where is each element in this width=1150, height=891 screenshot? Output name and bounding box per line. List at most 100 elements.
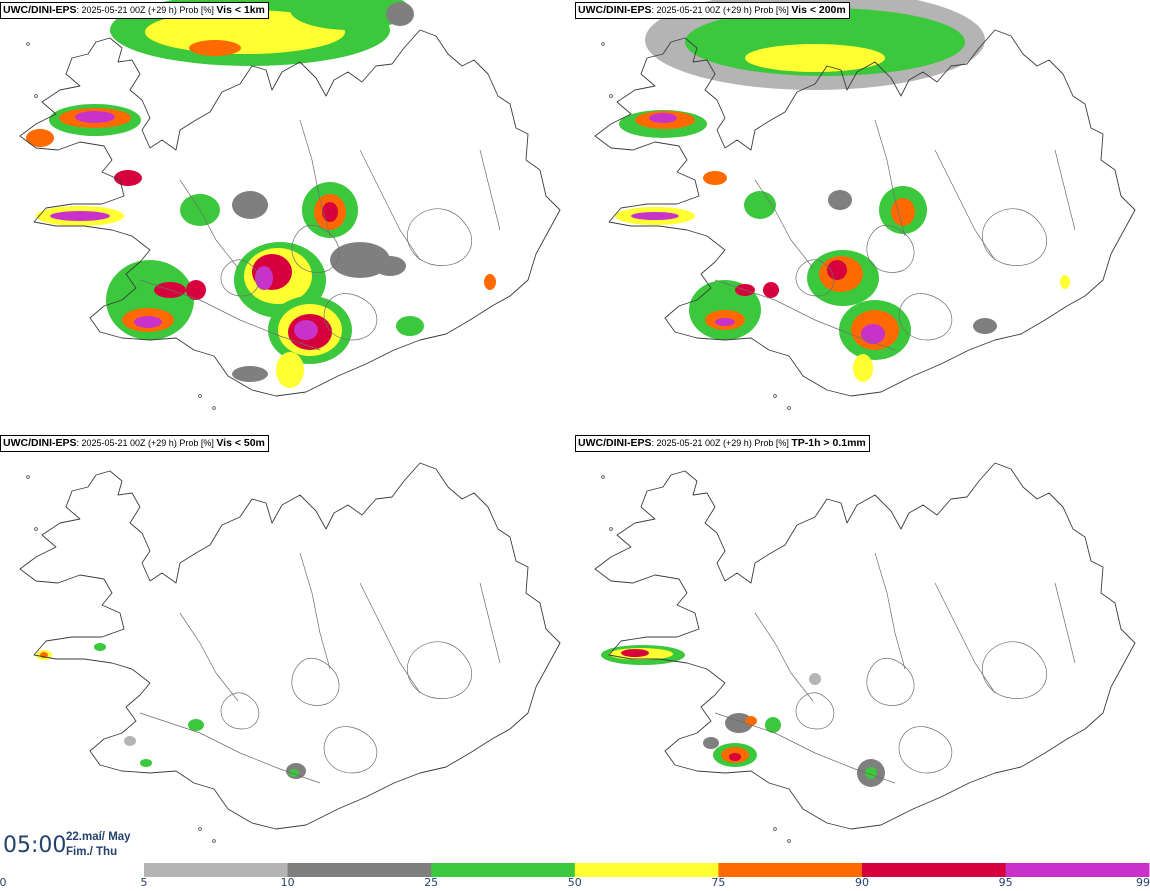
river-glacier-outline xyxy=(179,612,239,702)
title-variable: Vis < 200m xyxy=(791,4,846,16)
river-glacier-outline xyxy=(1054,149,1076,231)
map-vis-200m xyxy=(594,0,1136,410)
river-glacier-outline xyxy=(934,149,996,261)
island xyxy=(34,527,38,531)
legend-bin xyxy=(1005,863,1150,877)
probability-area xyxy=(649,113,677,123)
river-glacier-outline xyxy=(754,612,814,702)
probability-area xyxy=(715,318,735,326)
river-glacier-outline xyxy=(898,726,953,774)
probability-area xyxy=(322,202,338,222)
river-glacier-outline xyxy=(179,179,239,269)
coastline xyxy=(594,462,1136,830)
title-variable: TP-1h > 0.1mm xyxy=(791,437,866,449)
panel-title: UWC/DINI-EPS: 2025-05-21 00Z (+29 h) Pro… xyxy=(0,435,269,452)
river-glacier-outline xyxy=(898,293,953,341)
river-glacier-outline xyxy=(982,641,1048,699)
panel-title: UWC/DINI-EPS: 2025-05-21 00Z (+29 h) Pro… xyxy=(575,435,870,452)
title-meta: : 2025-05-21 00Z (+29 h) Prob [%] xyxy=(76,438,217,448)
island xyxy=(773,827,777,831)
title-source: UWC/DINI-EPS xyxy=(3,437,77,449)
island xyxy=(198,827,202,831)
island xyxy=(198,394,202,398)
river-glacier-outline xyxy=(323,293,378,341)
river-glacier-outline xyxy=(874,119,906,237)
title-variable: Vis < 50m xyxy=(216,437,265,449)
legend-tick-label: 0 xyxy=(0,876,7,889)
legend-colorbar: 0 5 10 25 50 75 90 95 99 xyxy=(0,863,1150,889)
legend-tick-label: 10 xyxy=(281,876,295,889)
probability-area xyxy=(703,171,727,185)
title-variable: Vis < 1km xyxy=(216,4,265,16)
probability-area xyxy=(745,716,757,726)
legend-tick-label: 50 xyxy=(568,876,582,889)
valid-date: 22.maí/ May xyxy=(66,831,131,843)
title-source: UWC/DINI-EPS xyxy=(3,4,77,16)
legend-bin xyxy=(144,863,289,877)
title-source: UWC/DINI-EPS xyxy=(578,4,652,16)
island xyxy=(34,94,38,98)
probability-area xyxy=(290,0,410,30)
legend-bin xyxy=(287,863,432,877)
valid-weekday: Fim./ Thu xyxy=(66,846,118,858)
river-glacier-outline xyxy=(714,712,776,734)
river-glacier-outline xyxy=(774,299,896,351)
river-glacier-outline xyxy=(795,259,835,297)
probability-area xyxy=(232,191,268,219)
coastline xyxy=(19,462,561,830)
legend-tick-label: 25 xyxy=(424,876,438,889)
map-panel-tp-1h: UWC/DINI-EPS: 2025-05-21 00Z (+29 h) Pro… xyxy=(575,433,1150,859)
legend-tick-label: 90 xyxy=(855,876,869,889)
legend-tick-label: 5 xyxy=(141,876,148,889)
probability-area xyxy=(809,673,821,685)
island xyxy=(601,475,605,479)
river-glacier-outline xyxy=(982,208,1048,266)
island xyxy=(787,839,791,843)
probability-area xyxy=(94,643,106,651)
probability-area xyxy=(50,211,110,221)
probability-area xyxy=(703,737,719,749)
legend-bin xyxy=(574,863,719,877)
river-glacier-outline xyxy=(139,279,201,301)
iceland-land xyxy=(595,463,1135,829)
probability-legend: 0 5 10 25 50 75 90 95 99 xyxy=(0,858,1150,891)
probability-area xyxy=(396,316,424,336)
probability-area xyxy=(763,282,779,298)
legend-tick-label: 95 xyxy=(999,876,1013,889)
probability-area xyxy=(861,324,885,344)
river-glacier-outline xyxy=(220,692,260,730)
probability-area xyxy=(114,170,142,186)
valid-time-box: 05:00 22.maí/ May Fim./ Thu xyxy=(0,826,142,866)
probability-area xyxy=(188,719,204,731)
island xyxy=(609,94,613,98)
river-glacier-outline xyxy=(754,179,814,269)
probability-area xyxy=(189,40,241,56)
probability-area xyxy=(765,717,781,733)
legend-tick-label: 99 xyxy=(1136,876,1150,889)
coastline xyxy=(594,29,1136,397)
river-glacier-outline xyxy=(291,657,340,706)
river-glacier-outline xyxy=(407,641,473,699)
probability-area xyxy=(891,198,915,226)
island xyxy=(601,42,605,46)
probability-area xyxy=(134,316,162,328)
river-glacier-outline xyxy=(220,259,260,297)
island xyxy=(26,42,30,46)
river-glacier-outline xyxy=(139,712,201,734)
legend-tick-label: 75 xyxy=(711,876,725,889)
river-glacier-outline xyxy=(291,224,340,273)
probability-contours xyxy=(615,0,1070,382)
probability-area xyxy=(827,260,847,280)
probability-area xyxy=(374,256,406,276)
river-glacier-outline xyxy=(299,119,331,237)
title-meta: : 2025-05-21 00Z (+29 h) Prob [%] xyxy=(651,5,792,15)
river-glacier-outline xyxy=(407,208,473,266)
river-glacier-outline xyxy=(714,279,776,301)
legend-bin xyxy=(862,863,1007,877)
probability-area xyxy=(26,129,54,147)
island xyxy=(212,839,216,843)
map-panel-vis-200m: UWC/DINI-EPS: 2025-05-21 00Z (+29 h) Pro… xyxy=(575,0,1150,426)
probability-contours xyxy=(26,0,496,388)
probability-area xyxy=(621,649,649,657)
probability-area xyxy=(1060,275,1070,289)
